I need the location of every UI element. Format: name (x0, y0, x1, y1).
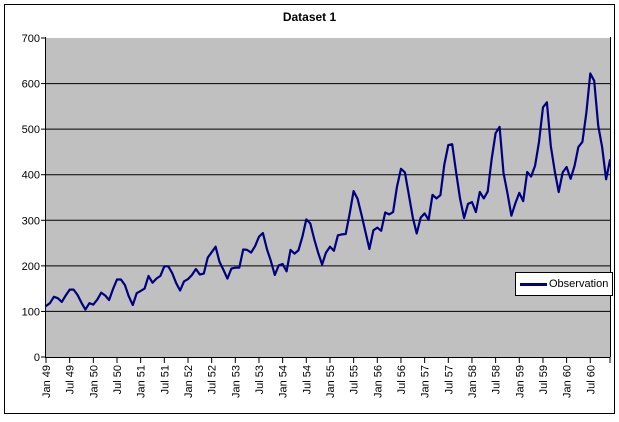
legend[interactable]: Observation (515, 272, 613, 296)
x-tick-label: Jan 59 (514, 365, 526, 398)
x-tick-label: Jul 54 (301, 365, 313, 394)
x-tick-label: Jul 59 (538, 365, 550, 394)
data-series-line[interactable] (44, 72, 612, 311)
x-tick-label: Jan 60 (562, 365, 574, 398)
y-tick-label: 0 (34, 352, 40, 364)
x-tick-label: Jul 51 (159, 365, 171, 394)
y-tick-label: 600 (22, 79, 40, 91)
legend-series-label: Observation (549, 278, 609, 290)
x-tick-label: Jan 49 (41, 365, 53, 398)
plot-group: 0 100 200 300 400 500 600 700 Jan 49 Jul 49 Jan 50… (22, 33, 612, 398)
plot-area[interactable] (46, 38, 610, 357)
x-tick-label: Jul 60 (585, 365, 597, 394)
y-tick-label: 300 (22, 215, 40, 227)
x-tick-label: Jan 57 (420, 365, 432, 398)
x-tick-label: Jul 55 (349, 365, 361, 394)
x-tick-label: Jan 55 (325, 365, 337, 398)
y-tick-label: 700 (22, 33, 40, 45)
chart-title: Dataset 1 (282, 10, 337, 24)
legend-line-marker (520, 282, 547, 286)
x-tick-label: Jul 52 (207, 365, 219, 394)
x-tick-label: Jan 51 (136, 365, 148, 398)
x-tick-label: Jan 56 (372, 365, 384, 398)
x-tick-label: Jan 54 (278, 365, 290, 398)
x-tick-label: Jan 50 (88, 365, 100, 398)
x-tick-label: Jul 58 (491, 365, 503, 394)
x-tick-label: Jan 52 (183, 365, 195, 398)
x-tick-label: Jan 53 (230, 365, 242, 398)
y-tick-label: 200 (22, 261, 40, 273)
x-tick-label: Jul 50 (112, 365, 124, 394)
x-tick-label: Jan 58 (467, 365, 479, 398)
y-tick-label: 500 (22, 124, 40, 136)
y-tick-label: 400 (22, 170, 40, 182)
y-tick-label: 100 (22, 306, 40, 318)
x-tick-label: Jul 56 (396, 365, 408, 394)
x-tick-label: Jul 49 (65, 365, 77, 394)
x-tick-label: Jul 53 (254, 365, 266, 394)
x-tick-label: Jul 57 (443, 365, 455, 394)
